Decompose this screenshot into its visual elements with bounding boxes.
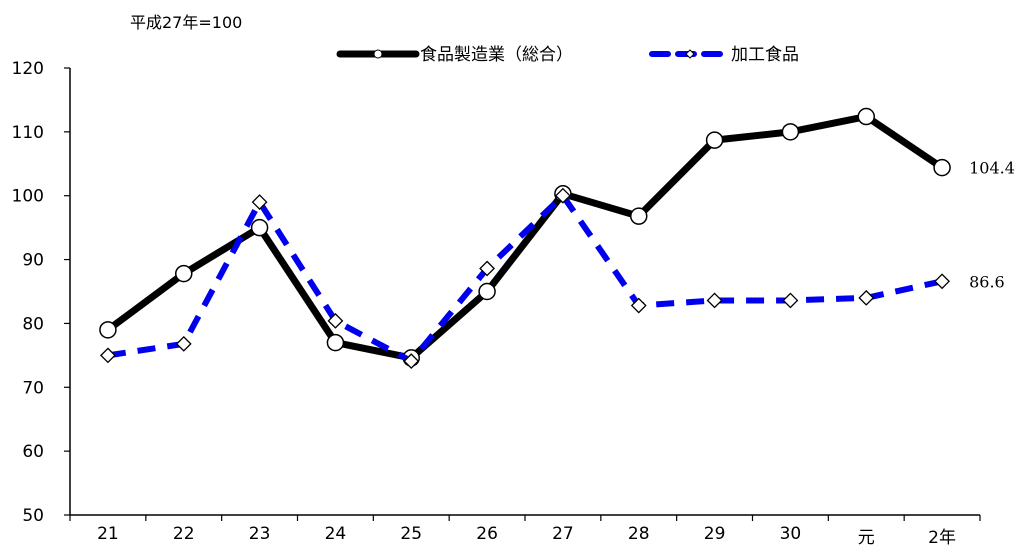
legend-marker-circle xyxy=(374,50,382,58)
series-line xyxy=(108,117,942,358)
data-point-circle xyxy=(631,208,647,224)
x-tick-label: 21 xyxy=(97,524,119,544)
data-point-diamond xyxy=(708,293,722,307)
x-tick-label: 24 xyxy=(325,524,347,544)
y-tick-label: 70 xyxy=(22,378,44,398)
data-point-circle xyxy=(934,160,950,176)
data-point-circle xyxy=(176,266,192,282)
x-tick-label: 29 xyxy=(704,524,726,544)
y-tick-label: 90 xyxy=(22,251,44,271)
x-tick-label: 28 xyxy=(628,524,650,544)
y-tick-label: 100 xyxy=(12,187,44,207)
legend-label: 食品製造業（総合） xyxy=(420,45,573,65)
x-tick-label: 2年 xyxy=(928,528,956,548)
axes: 50 60 70 80 90 100 110 120 21 22 23 24 25 26 27 28 29 30 元… xyxy=(12,59,980,548)
x-tick-label: 25 xyxy=(400,524,422,544)
x-tick-label: 27 xyxy=(552,524,574,544)
data-point-diamond xyxy=(935,274,949,288)
y-tick-label: 60 xyxy=(22,442,44,462)
data-point-diamond xyxy=(101,348,115,362)
end-value-label: 86.6 xyxy=(969,272,1005,291)
data-point-circle xyxy=(707,132,723,148)
y-tick-label: 120 xyxy=(12,59,44,79)
y-tick-label: 110 xyxy=(12,123,44,143)
data-point-circle xyxy=(479,284,495,300)
legend-label: 加工食品 xyxy=(731,45,799,65)
end-value-label: 104.4 xyxy=(969,159,1015,178)
data-point-circle xyxy=(252,220,268,236)
x-tick-label: 23 xyxy=(249,524,271,544)
legend: 食品製造業（総合） 加工食品 xyxy=(340,45,799,65)
data-point-circle xyxy=(327,335,343,351)
x-tick-label: 26 xyxy=(476,524,498,544)
y-tick-label: 50 xyxy=(22,506,44,526)
data-point-circle xyxy=(858,109,874,125)
data-point-circle xyxy=(100,322,116,338)
data-point-diamond xyxy=(859,291,873,305)
x-tick-label: 22 xyxy=(173,524,195,544)
y-tick-label: 80 xyxy=(22,314,44,334)
x-tick-label: 30 xyxy=(780,524,802,544)
unit-label: 平成27年=100 xyxy=(130,13,242,32)
x-tick-label: 元 xyxy=(858,528,875,548)
data-point-circle xyxy=(782,124,798,140)
series-line xyxy=(108,196,942,361)
data-point-diamond xyxy=(177,337,191,351)
data-point-diamond xyxy=(783,293,797,307)
series-layer: 104.4 86.6 xyxy=(100,109,1015,369)
